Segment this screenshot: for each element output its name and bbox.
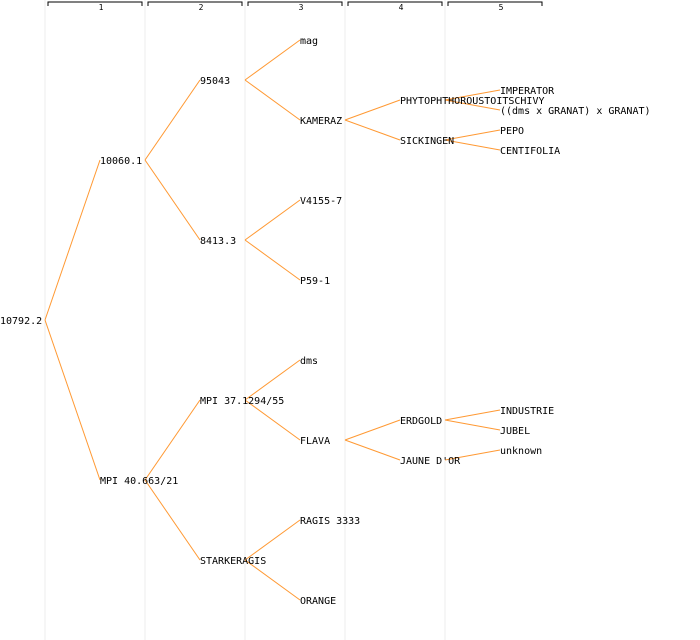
tree-node-label: 10792.2 <box>0 316 42 327</box>
tree-edge <box>244 239 301 281</box>
tree-node-label: PEPO <box>500 126 524 137</box>
tree-edge <box>444 99 501 111</box>
generation-separators <box>44 0 446 640</box>
tree-edge <box>444 89 501 101</box>
tree-edge <box>444 419 501 431</box>
generation-bracket <box>147 1 243 6</box>
tree-node-label: KAMERAZ <box>300 116 342 127</box>
tree-edge <box>344 119 401 141</box>
tree-node-label: FLAVA <box>300 436 330 447</box>
tree-edge <box>444 449 501 461</box>
tree-node-label: unknown <box>500 446 542 457</box>
tree-edge <box>344 419 401 441</box>
tree-edge <box>144 399 201 481</box>
tree-node-label: INDUSTRIE <box>500 406 554 417</box>
tree-edge <box>244 519 301 561</box>
tree-edge <box>44 319 101 481</box>
tree-edge <box>144 479 201 561</box>
tree-node-label: RAGIS 3333 <box>300 516 360 527</box>
generation-bracket <box>347 1 443 6</box>
tree-edge <box>444 409 501 421</box>
tree-edge <box>244 359 301 401</box>
tree-node-label: CENTIFOLIA <box>500 146 560 157</box>
tree-nodes: 10792.2 10060.1 95043 mag KAMERAZ PHYTOPHTHOR… <box>0 36 651 607</box>
tree-edge <box>44 159 101 321</box>
tree-edge <box>244 39 301 81</box>
tree-edge <box>244 559 301 601</box>
generation-number: 4 <box>399 3 404 12</box>
generation-bracket <box>447 1 543 6</box>
tree-node-label: P59-1 <box>300 276 330 287</box>
tree-node-label: JUBEL <box>500 426 530 437</box>
tree-node-label: ((dms x GRANAT) x GRANAT) <box>500 106 651 117</box>
tree-node-label: 8413.3 <box>200 236 236 247</box>
tree-node-label: 95043 <box>200 76 230 87</box>
generation-number: 1 <box>99 3 104 12</box>
tree-edge <box>444 129 501 141</box>
tree-node-label: 10060.1 <box>100 156 142 167</box>
generation-bracket <box>47 1 143 6</box>
tree-edge <box>244 79 301 121</box>
generation-bracket <box>247 1 343 6</box>
tree-node-label: MPI 40.663/21 <box>100 476 178 487</box>
generation-header: 1 2 3 4 5 <box>47 1 543 12</box>
tree-node-label: mag <box>300 36 318 47</box>
tree-edge <box>244 399 301 441</box>
tree-edge <box>144 79 201 161</box>
tree-node-label: MPI 37.1294/55 <box>200 396 284 407</box>
tree-node-label: SICKINGEN <box>400 136 454 147</box>
tree-node-label: ORANGE <box>300 596 336 607</box>
generation-number: 2 <box>199 3 204 12</box>
tree-edge <box>244 199 301 241</box>
tree-edge <box>144 159 201 241</box>
tree-node-label: JAUNE D'OR <box>400 456 461 467</box>
tree-node-label: dms <box>300 356 318 367</box>
tree-edge <box>344 439 401 461</box>
tree-node-label: V4155-7 <box>300 196 342 207</box>
tree-edge <box>344 99 401 121</box>
tree-edges <box>44 39 501 601</box>
generation-number: 5 <box>499 3 504 12</box>
generation-number: 3 <box>299 3 304 12</box>
tree-edge <box>444 139 501 151</box>
tree-node-label: IMPERATOR <box>500 86 555 97</box>
tree-node-label: STARKERAGIS <box>200 556 266 567</box>
tree-node-label: ERDGOLD <box>400 416 442 427</box>
tree-node-label: PHYTOPHTHOROUSTOITSCHIVY <box>400 96 545 107</box>
